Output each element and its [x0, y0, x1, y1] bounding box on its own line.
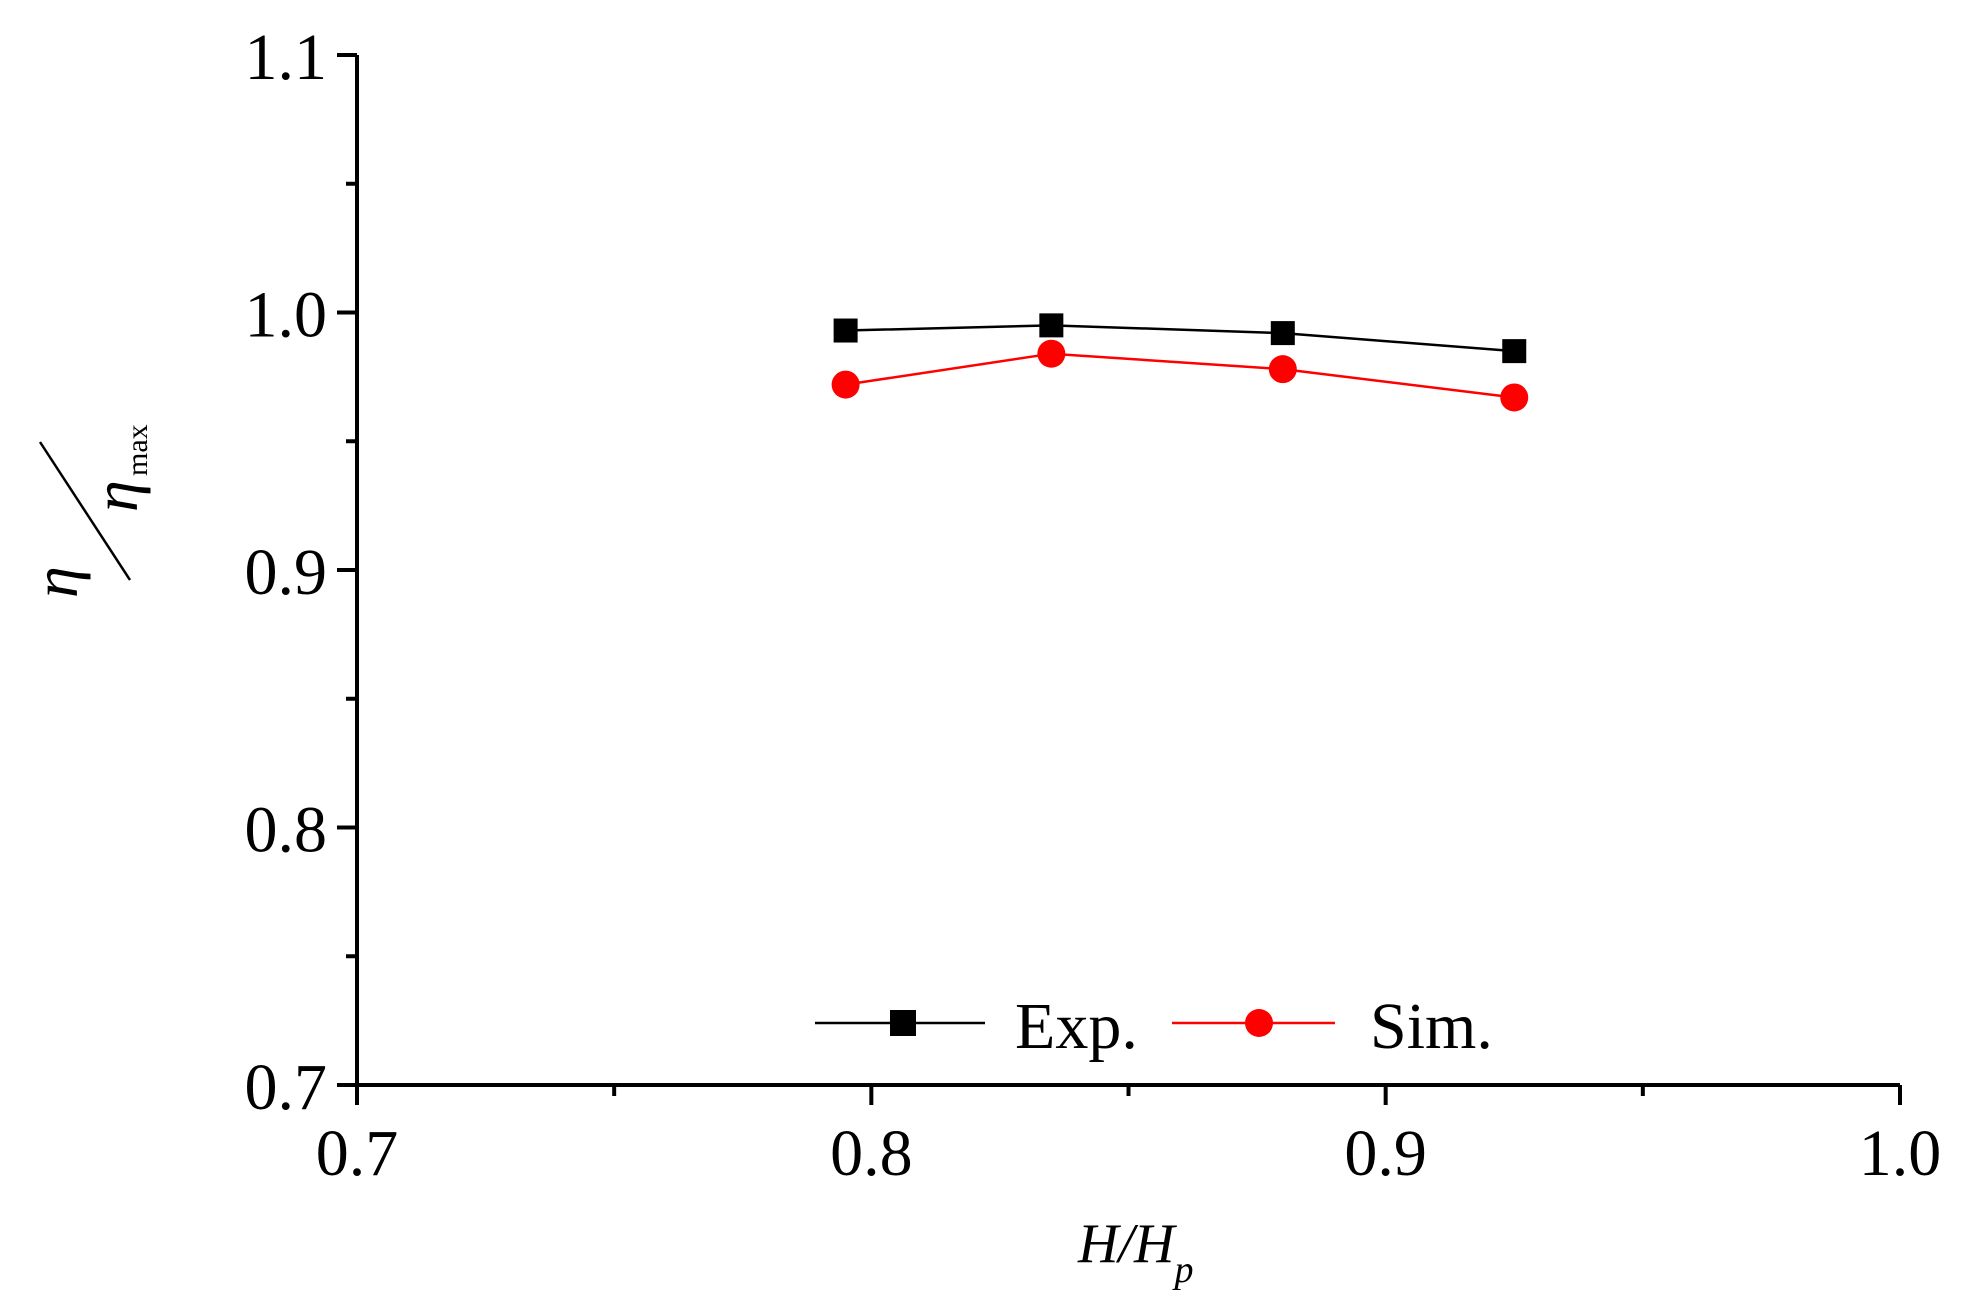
data-point-sim	[831, 370, 860, 399]
x-tick-label: 0.8	[830, 1117, 913, 1190]
y-tick-label: 0.9	[245, 536, 328, 609]
x-axis-title-main: H/H	[1077, 1213, 1177, 1275]
x-axis-title: H/Hp	[1077, 1213, 1193, 1291]
series-line-exp	[845, 324, 1515, 353]
y-axis-title: η η max	[20, 424, 154, 598]
y-tick-label: 1.0	[245, 279, 328, 352]
x-tick-label: 0.7	[316, 1117, 399, 1190]
data-point-sim	[1268, 355, 1297, 384]
y-ticks: 0.7 0.8 0.9 1.0 1.1	[245, 21, 357, 1124]
x-axis-title-sub: p	[1171, 1249, 1193, 1291]
y-axis-title-slash	[38, 441, 132, 581]
series-layer	[831, 313, 1529, 412]
y-axis-title-num: η	[20, 566, 91, 598]
y-tick-label: 0.7	[245, 1051, 328, 1124]
data-point-exp	[1502, 339, 1527, 364]
legend: Exp. Sim.	[815, 990, 1493, 1063]
y-tick-label: 0.8	[245, 794, 328, 867]
data-point-exp	[1270, 321, 1295, 346]
x-tick-label: 1.0	[1859, 1117, 1942, 1190]
data-point-exp	[1039, 313, 1064, 338]
legend-label-exp: Exp.	[1015, 990, 1138, 1063]
data-point-sim	[1037, 339, 1066, 368]
y-axis-title-den: η	[80, 480, 151, 512]
data-point-exp	[833, 318, 858, 343]
series-line-sim	[845, 352, 1515, 399]
x-tick-label: 0.9	[1344, 1117, 1427, 1190]
legend-label-sim: Sim.	[1370, 990, 1493, 1063]
axes: 0.7 0.8 0.9 1.0 0.7 0.8 0.9 1.0 1.1	[245, 21, 1942, 1190]
y-axis-title-den-sub: max	[121, 424, 154, 476]
legend-marker-sim	[1245, 1009, 1273, 1037]
legend-marker-exp	[890, 1010, 916, 1036]
y-tick-label: 1.1	[245, 21, 328, 94]
x-ticks: 0.7 0.8 0.9 1.0	[316, 1085, 1942, 1190]
data-point-sim	[1500, 383, 1529, 412]
